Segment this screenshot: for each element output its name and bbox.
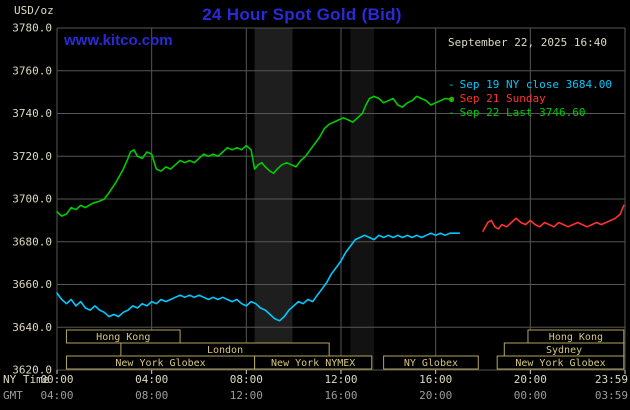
- session-box: [383, 355, 479, 370]
- session-label: Hong Kong: [96, 332, 150, 343]
- series-sep-19-ny-close: [56, 232, 461, 322]
- chart-info-panel: September 22, 2025 16:40 - Sep 19 NY clos…: [448, 8, 612, 148]
- y-axis-label: 3660.0: [12, 278, 52, 291]
- x-axis-label-ny: 20:00: [514, 373, 547, 386]
- x-axis-label-ny: 12:00: [324, 373, 357, 386]
- legend: - Sep 19 NY close 3684.00- Sep 21 Sunday - S…: [448, 78, 612, 120]
- legend-label: Sep 19 NY close 3684.00: [459, 78, 612, 91]
- x-axis-label-gmt: 04:00: [40, 389, 73, 402]
- y-axis-label: 3740.0: [12, 107, 52, 120]
- legend-label: Sep 22 Last 3746.60: [459, 106, 586, 119]
- y-axis-label: 3780.0: [12, 22, 52, 35]
- x-axis-label-gmt: 20:00: [419, 389, 452, 402]
- session-box: [254, 355, 373, 370]
- session-label: New York NYMEX: [271, 358, 355, 369]
- ny-time-caption: NY Time: [3, 373, 50, 386]
- x-axis-label-ny: 00:00: [40, 373, 73, 386]
- legend-item: - Sep 22 Last 3746.60: [448, 106, 612, 120]
- session-label: New York Globex: [115, 358, 205, 369]
- gmt-caption: GMT: [3, 389, 23, 402]
- legend-dash-marker: -: [448, 106, 455, 119]
- session-label: Hong Kong: [549, 332, 603, 343]
- x-axis-label-gmt: 12:00: [230, 389, 263, 402]
- y-axis-label: 3680.0: [12, 235, 52, 248]
- x-axis-label-ny: 04:00: [135, 373, 168, 386]
- y-axis-label: 3760.0: [12, 64, 52, 77]
- x-axis-label-gmt: 08:00: [135, 389, 168, 402]
- chart-timestamp: September 22, 2025 16:40: [448, 36, 607, 49]
- legend-dash-marker: -: [448, 78, 455, 91]
- legend-dash-marker: -: [448, 92, 455, 105]
- session-label: New York Globex: [515, 358, 605, 369]
- x-axis-label-ny: 16:00: [419, 373, 452, 386]
- legend-item: - Sep 19 NY close 3684.00: [448, 78, 612, 92]
- session-label: NY Globex: [404, 358, 458, 369]
- legend-item: - Sep 21 Sunday: [448, 92, 612, 106]
- x-axis-label-gmt: 16:00: [324, 389, 357, 402]
- series-sep-22-last: [56, 95, 453, 217]
- session-box: [496, 355, 625, 370]
- y-axis-unit-label: USD/oz: [14, 4, 54, 17]
- legend-label: Sep 21 Sunday: [459, 92, 546, 105]
- series-last-point-marker: [448, 96, 455, 102]
- x-axis-label-gmt: 03:59: [595, 389, 628, 402]
- series-sep-21-sunday: [482, 204, 625, 232]
- kitco-watermark: www.kitco.com: [64, 32, 173, 49]
- chart-title: 24 Hour Spot Gold (Bid): [202, 5, 402, 24]
- y-axis-label: 3620.0: [12, 364, 52, 377]
- y-axis-label: 3640.0: [12, 321, 52, 334]
- y-axis-label: 3720.0: [12, 150, 52, 163]
- x-axis-label-gmt: 00:00: [514, 389, 547, 402]
- session-label: London: [207, 345, 243, 356]
- y-axis-label: 3700.0: [12, 193, 52, 206]
- session-label: Sydney: [546, 345, 582, 356]
- x-axis-label-ny: 23:59: [595, 373, 628, 386]
- x-axis-label-ny: 08:00: [230, 373, 263, 386]
